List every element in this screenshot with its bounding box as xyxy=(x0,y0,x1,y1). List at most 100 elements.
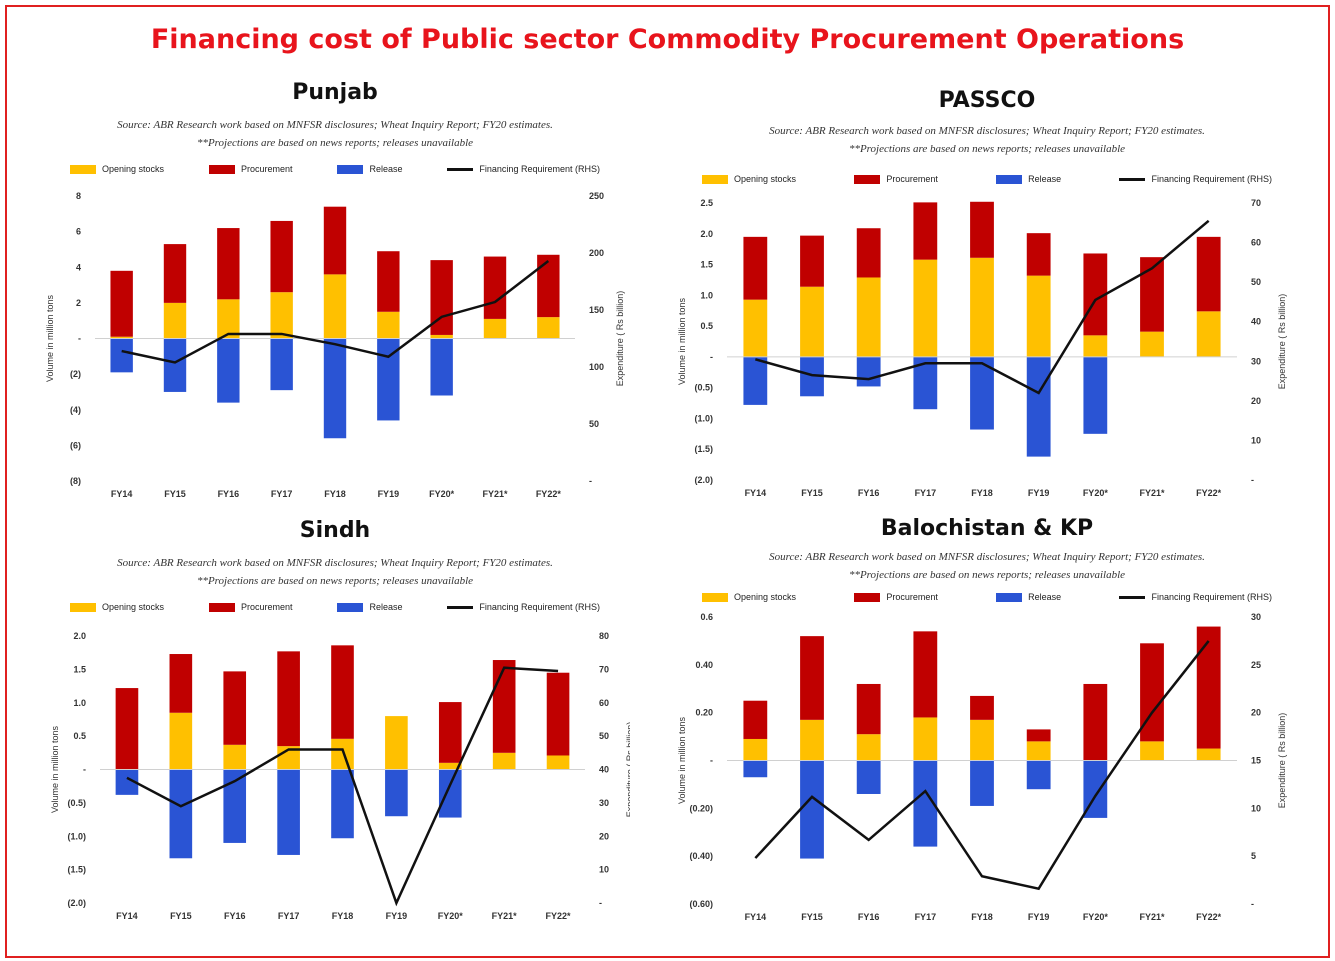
y2-tick-label: - xyxy=(589,476,592,486)
bar-procurement xyxy=(800,636,824,720)
bar-procurement xyxy=(546,672,570,756)
bar-procurement xyxy=(492,660,516,753)
y2-tick-label: 10 xyxy=(1251,435,1261,445)
y-tick-label: 2 xyxy=(76,298,81,308)
y-tick-label: - xyxy=(83,765,86,775)
bar-opening-stocks xyxy=(1140,331,1164,357)
bar-opening-stocks xyxy=(856,277,881,357)
panel-source: Source: ABR Research work based on MNFSR… xyxy=(117,557,553,587)
bar-procurement xyxy=(1196,236,1221,312)
bar-procurement xyxy=(438,702,462,763)
bar-procurement xyxy=(115,688,139,770)
y-tick-label: (6) xyxy=(70,440,81,450)
x-tick-label: FY22* xyxy=(536,489,562,499)
y-axis-label: Volume in million tons xyxy=(677,716,687,804)
x-tick-label: FY21* xyxy=(492,911,518,921)
panel-title: PASSCO xyxy=(938,88,1036,113)
chart-passco: (2.0) (1.5) (1.0) (0.5) - 0.5 1.0 1.5 2.0 2.5 - 10 2… xyxy=(677,198,1287,498)
bar-release xyxy=(970,356,994,430)
y-tick-label: (2.0) xyxy=(694,475,713,485)
x-tick-label: FY20* xyxy=(1083,912,1109,922)
legend-release: Release xyxy=(337,602,402,612)
y2-tick-label: 200 xyxy=(589,248,604,258)
y2-tick-label: 20 xyxy=(599,831,609,841)
y2-tick-label: 40 xyxy=(599,765,609,775)
panel-title: Balochistan & KP xyxy=(880,516,1094,541)
y2-tick-label: 60 xyxy=(1251,238,1261,248)
y-tick-label: 4 xyxy=(76,262,81,272)
bar-opening-stocks xyxy=(223,744,247,770)
x-tick-label: FY16 xyxy=(858,488,880,498)
bar-release xyxy=(743,356,768,405)
x-tick-label: FY17 xyxy=(915,488,937,498)
bar-procurement xyxy=(1140,643,1164,742)
y-axis-label: Volume in million tons xyxy=(50,725,60,813)
x-tick-label: FY20* xyxy=(429,489,455,499)
financing-requirement-line xyxy=(121,259,550,364)
y2-tick-label: 80 xyxy=(599,631,609,641)
y2-tick-label: 250 xyxy=(589,191,604,201)
bar-procurement xyxy=(1083,253,1108,336)
bar-procurement xyxy=(277,651,300,747)
bar-opening-stocks xyxy=(1196,311,1221,357)
y-tick-label: 0.5 xyxy=(700,321,713,331)
bar-procurement xyxy=(856,228,881,278)
financing-requirement-line xyxy=(754,219,1210,395)
legend-financing: Financing Requirement (RHS) xyxy=(447,602,600,612)
bar-procurement xyxy=(537,254,560,318)
x-tick-label: FY16 xyxy=(224,911,246,921)
y2-tick-label: 50 xyxy=(589,419,599,429)
panel-passco: PASSCO Source: ABR Research work based o… xyxy=(672,86,1302,516)
x-tick-label: FY14 xyxy=(116,911,138,921)
x-tick-label: FY20* xyxy=(1083,488,1109,498)
legend-release: Release xyxy=(996,174,1061,184)
bar-procurement xyxy=(1026,233,1051,276)
bar-release xyxy=(970,760,994,806)
bar-procurement xyxy=(1083,683,1108,761)
y-tick-label: 8 xyxy=(76,191,81,201)
y2-tick-label: 25 xyxy=(1251,660,1261,670)
bar-procurement xyxy=(223,671,247,745)
bar-procurement xyxy=(331,645,354,739)
bar-procurement xyxy=(856,683,881,735)
bar-release xyxy=(438,769,462,818)
bar-procurement xyxy=(483,256,507,319)
y-tick-label: 2.0 xyxy=(700,229,713,239)
bar-release xyxy=(856,760,881,794)
legend-financing: Financing Requirement (RHS) xyxy=(447,164,600,174)
y-tick-label: - xyxy=(710,352,713,362)
y-tick-label: 0.6 xyxy=(700,612,713,622)
legend: Opening stocks Procurement Release Finan… xyxy=(672,592,1302,602)
bar-procurement xyxy=(800,235,824,287)
y-tick-label: 2.0 xyxy=(73,631,86,641)
y-axis-label: Volume in million tons xyxy=(45,294,55,382)
y2-tick-label: 30 xyxy=(599,798,609,808)
bar-procurement xyxy=(913,202,938,260)
bar-procurement xyxy=(970,201,994,258)
bar-procurement xyxy=(270,220,293,293)
bar-release xyxy=(323,338,347,439)
y2-tick-label: 20 xyxy=(1251,396,1261,406)
x-tick-label: FY18 xyxy=(971,488,993,498)
legend: Opening stocks Procurement Release Finan… xyxy=(672,174,1302,184)
x-tick-label: FY15 xyxy=(164,489,186,499)
panel-title: Punjab xyxy=(292,80,378,105)
bar-procurement xyxy=(163,244,187,303)
bar-opening-stocks xyxy=(1026,275,1051,357)
bar-opening-stocks xyxy=(913,259,938,357)
bar-opening-stocks xyxy=(743,299,768,357)
bar-opening-stocks xyxy=(323,274,347,339)
x-tick-label: FY22* xyxy=(546,911,572,921)
bar-release xyxy=(277,769,300,855)
bar-procurement xyxy=(913,631,938,718)
bar-release xyxy=(385,769,408,817)
bar-release xyxy=(115,769,139,795)
bar-release xyxy=(331,769,354,839)
y2-tick-label: 50 xyxy=(1251,277,1261,287)
x-tick-label: FY15 xyxy=(170,911,192,921)
y2-tick-label: 20 xyxy=(1251,708,1261,718)
x-tick-label: FY18 xyxy=(971,912,993,922)
bar-opening-stocks xyxy=(110,336,133,339)
bar-procurement xyxy=(1196,626,1221,749)
legend-procurement: Procurement xyxy=(854,174,938,184)
